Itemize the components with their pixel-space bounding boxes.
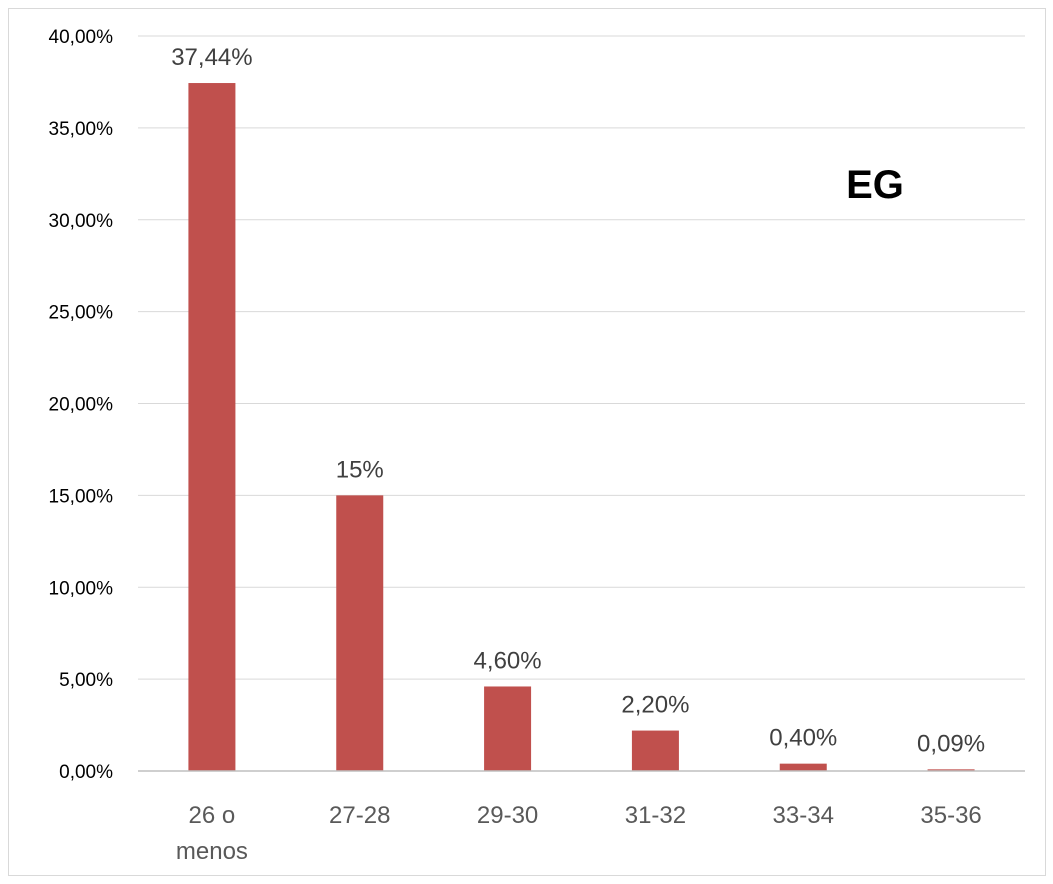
x-category-label: 35-36 xyxy=(920,802,981,829)
x-category-label: menos xyxy=(176,838,248,865)
x-category-label: 27-28 xyxy=(329,802,390,829)
x-category-label: 33-34 xyxy=(773,802,834,829)
y-tick-label: 30,00% xyxy=(49,211,114,232)
data-label: 15% xyxy=(336,456,384,483)
data-label: 4,60% xyxy=(474,647,542,674)
y-tick-label: 40,00% xyxy=(49,27,114,48)
labels: 0,00% 5,00% 10,00% 15,00% 20,00% 25,00% 30,00%… xyxy=(49,27,986,865)
y-tick-label: 10,00% xyxy=(49,578,114,599)
data-label: 37,44% xyxy=(171,44,252,71)
bars xyxy=(188,83,975,772)
y-tick-label: 0,00% xyxy=(59,762,113,783)
chart-annotation: EG xyxy=(846,163,904,207)
bar xyxy=(188,83,236,772)
x-category-label: 29-30 xyxy=(477,802,538,829)
data-label: 2,20% xyxy=(621,692,689,719)
bar xyxy=(484,686,532,771)
data-label: 0,09% xyxy=(917,730,985,757)
gridlines xyxy=(138,35,1025,680)
bar xyxy=(336,495,384,771)
bar xyxy=(631,730,679,771)
chart-frame xyxy=(8,8,1046,876)
y-tick-label: 35,00% xyxy=(49,119,114,140)
y-tick-label: 20,00% xyxy=(49,395,114,416)
x-category-label: 26 o xyxy=(189,802,236,829)
y-tick-label: 5,00% xyxy=(59,670,113,691)
bar xyxy=(779,763,827,771)
x-category-label: 31-32 xyxy=(625,802,686,829)
y-tick-label: 25,00% xyxy=(49,303,114,324)
data-label: 0,40% xyxy=(769,725,837,752)
y-tick-label: 15,00% xyxy=(49,486,114,507)
bar xyxy=(927,769,975,771)
